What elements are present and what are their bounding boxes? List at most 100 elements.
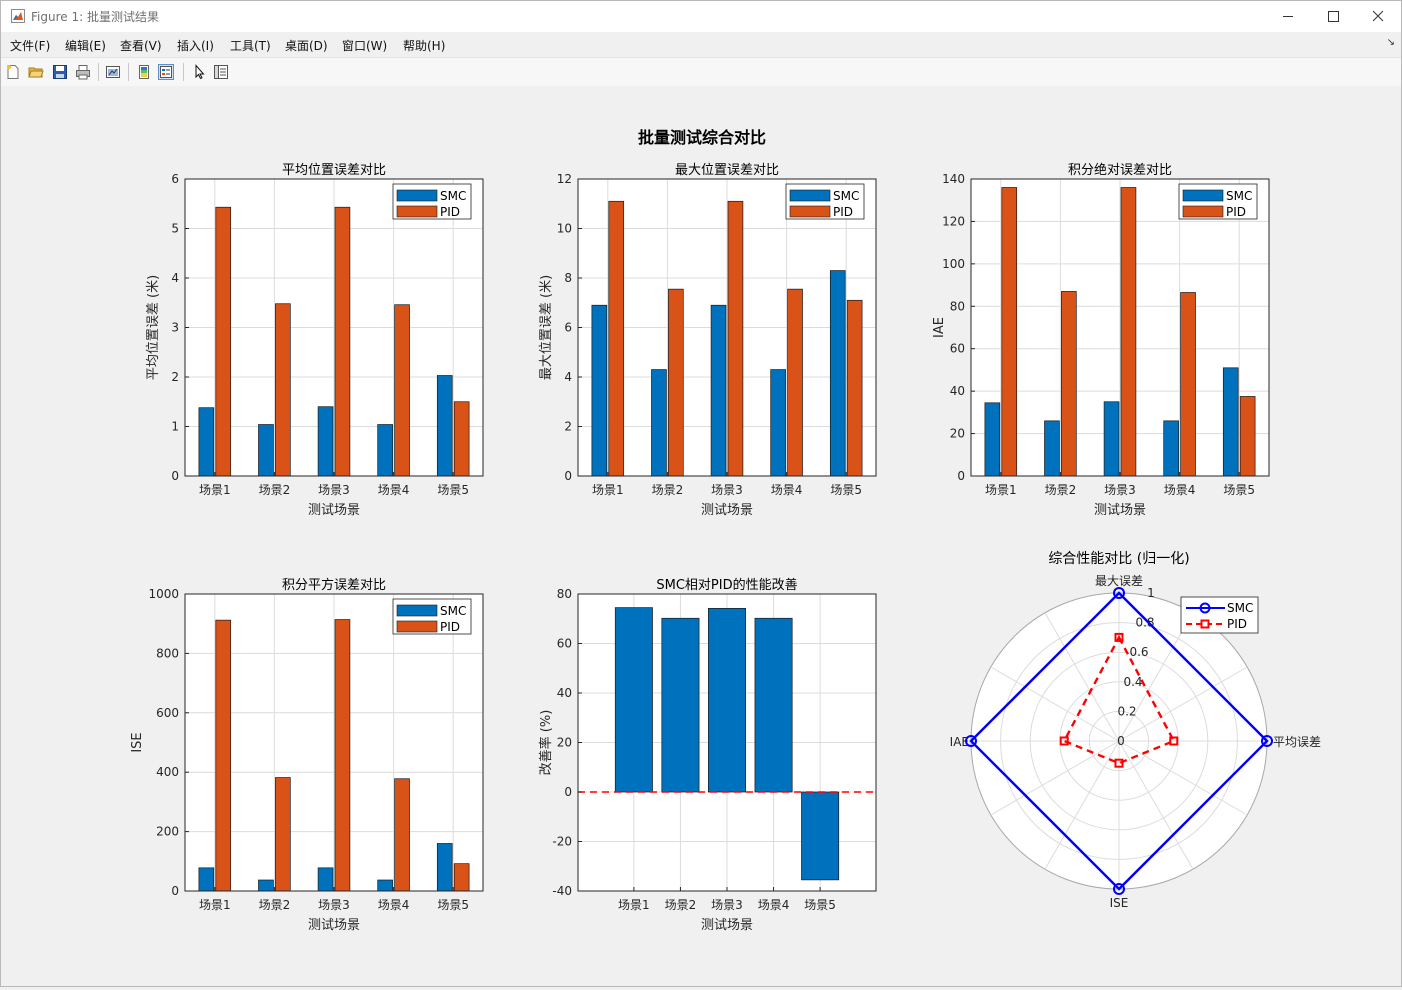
subplot-title: 综合性能对比 (归一化) <box>1048 550 1189 567</box>
maximize-button[interactable] <box>1310 1 1356 32</box>
y-tick-label: 40 <box>557 686 572 700</box>
y-axis-label: 改善率 (%) <box>538 710 554 776</box>
x-tick-label: 场景1 <box>199 483 231 497</box>
colorbar-icon[interactable] <box>136 64 152 80</box>
subplot-title: 积分平方误差对比 <box>282 577 386 593</box>
bar-smc <box>436 375 453 477</box>
bar-pid <box>334 206 351 477</box>
close-button[interactable] <box>1355 1 1401 32</box>
print-icon[interactable] <box>75 64 91 80</box>
y-tick-label: 0 <box>564 785 572 799</box>
close-icon <box>1372 10 1384 22</box>
minimize-icon <box>1283 16 1293 17</box>
legend-label-pid: PID <box>1226 205 1246 219</box>
bar-smc <box>198 867 215 892</box>
toolbar-separator <box>98 63 99 81</box>
x-tick-label: 场景2 <box>652 483 684 497</box>
bar-pid <box>1061 291 1077 477</box>
x-tick-label: 场景5 <box>1223 483 1255 497</box>
y-tick-label: 600 <box>156 706 179 720</box>
link-plot-icon[interactable] <box>105 64 121 80</box>
r-tick-label: 0.2 <box>1117 704 1136 718</box>
maximize-icon <box>1328 11 1339 22</box>
menu-view[interactable]: 查看(V) <box>120 39 162 53</box>
legend-swatch-smc <box>1182 189 1224 202</box>
legend-label-smc: SMC <box>440 604 466 618</box>
y-tick-label: 0 <box>171 469 179 483</box>
menu-bar: 文件(F) 编辑(E) 查看(V) 插入(I) 工具(T) 桌面(D) 窗口(W… <box>1 32 1401 56</box>
bar-pid <box>608 200 625 477</box>
menu-desktop[interactable]: 桌面(D) <box>285 39 328 53</box>
radar-marker-pid <box>1114 632 1124 642</box>
menu-window[interactable]: 窗口(W) <box>342 39 388 53</box>
subplot-title: 最大位置误差对比 <box>675 163 779 178</box>
x-tick-label: 场景1 <box>592 483 624 497</box>
bar-pid <box>215 619 232 892</box>
y-tick-label: -40 <box>552 884 572 898</box>
bar-pid <box>846 299 863 477</box>
bar-smc <box>1222 367 1239 477</box>
y-tick-label: 6 <box>171 172 179 186</box>
menu-insert[interactable]: 插入(I) <box>177 39 214 53</box>
polar-grid-spoke <box>1118 612 1194 742</box>
x-tick-label: 场景4 <box>378 483 410 497</box>
legend: SMC PID <box>392 183 472 220</box>
bar-smc <box>829 270 846 477</box>
radar-series-pid <box>1062 634 1176 765</box>
bar-smc <box>770 369 786 477</box>
polar-grid-spoke <box>1118 666 1248 742</box>
bar-improvement <box>614 607 653 793</box>
y-tick-label: 60 <box>557 637 572 651</box>
bar-pid <box>1120 187 1137 477</box>
x-tick-label: 场景4 <box>758 898 790 912</box>
y-tick-label: 6 <box>564 321 572 335</box>
y-tick-label: 1 <box>171 420 179 434</box>
menu-help[interactable]: 帮助(H) <box>403 39 446 53</box>
property-inspector-icon[interactable] <box>213 64 229 80</box>
bar-smc <box>377 879 393 892</box>
y-tick-label: 200 <box>156 825 179 839</box>
x-axis-label: 测试场景 <box>701 503 753 518</box>
legend: SMC PID <box>785 183 865 220</box>
menu-file[interactable]: 文件(F) <box>10 39 51 53</box>
minimize-button[interactable] <box>1265 1 1311 32</box>
open-file-icon[interactable] <box>28 64 44 80</box>
bar-smc <box>651 369 667 477</box>
x-axis-label: 测试场景 <box>1094 503 1146 518</box>
bar-smc <box>258 424 274 477</box>
y-tick-label: 60 <box>950 342 965 356</box>
bar-smc <box>258 879 274 892</box>
save-icon[interactable] <box>52 64 68 80</box>
radar-marker-smc <box>965 735 977 747</box>
y-tick-label: 100 <box>942 257 965 271</box>
figure-toolbar <box>1 57 1401 87</box>
legend-marker-pid <box>1200 619 1210 629</box>
x-axis-label: 测试场景 <box>308 503 360 518</box>
legend-icon[interactable] <box>158 64 174 80</box>
bar-smc <box>710 304 727 477</box>
x-tick-label: 场景1 <box>199 898 231 912</box>
x-tick-label: 场景3 <box>711 483 743 497</box>
y-tick-label: 0 <box>957 469 965 483</box>
y-tick-label: 8 <box>564 271 572 285</box>
menu-edit[interactable]: 编辑(E) <box>65 39 106 53</box>
legend-swatch-pid <box>789 205 831 218</box>
x-axis-label: 测试场景 <box>701 918 753 933</box>
radar-axis-label: 平均误差 <box>1273 735 1321 749</box>
legend-label-smc: SMC <box>833 189 859 203</box>
bar-pid <box>215 206 232 477</box>
edit-plot-arrow-icon[interactable] <box>191 64 207 80</box>
y-tick-label: 0 <box>564 469 572 483</box>
polar-grid-spoke <box>1118 740 1194 870</box>
bar-smc <box>1103 401 1120 477</box>
new-figure-icon[interactable] <box>5 64 21 80</box>
legend: SMC PID <box>1180 596 1259 634</box>
radar-marker-pid <box>1114 758 1124 768</box>
y-tick-label: 12 <box>557 172 572 186</box>
r-tick-label: 0.6 <box>1129 645 1148 659</box>
menu-tools[interactable]: 工具(T) <box>230 39 271 53</box>
bar-pid <box>394 304 410 477</box>
menu-overflow-icon[interactable]: ↘ <box>1386 37 1395 48</box>
legend-label-pid: PID <box>440 205 460 219</box>
